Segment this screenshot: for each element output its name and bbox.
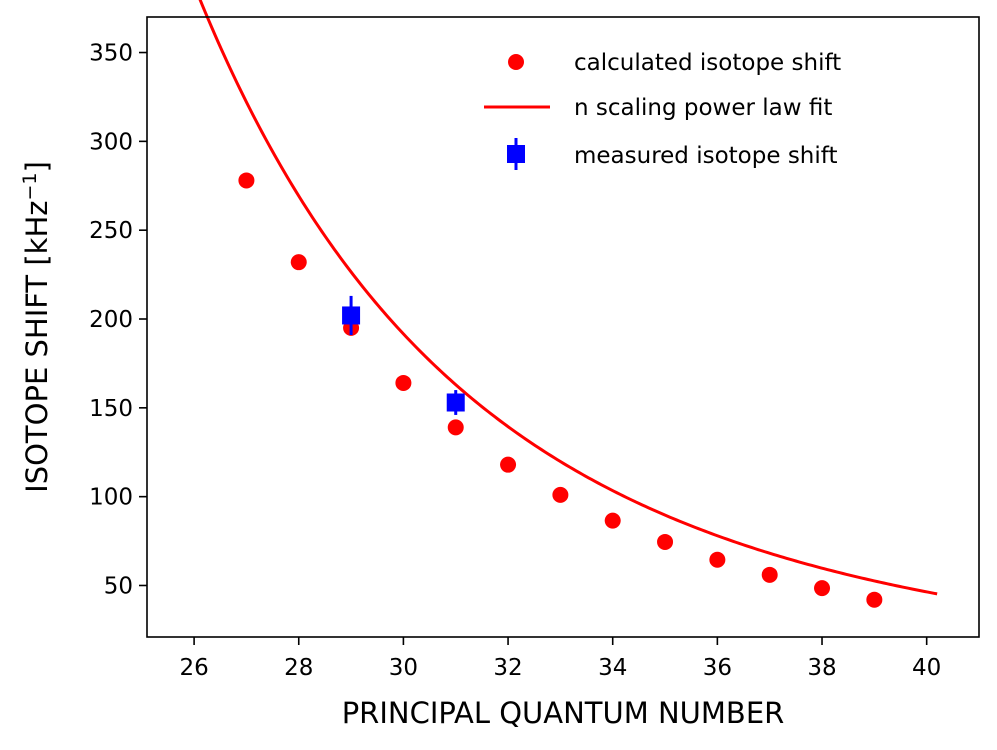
calculated-point [814, 580, 831, 597]
plot-area [147, 17, 979, 637]
errorbar-layer [342, 295, 465, 415]
x-axis-ticks: 26 28 30 32 34 36 38 40 [179, 637, 941, 681]
y-axis-title-main: ISOTOPE SHIFT [kHz [20, 200, 54, 492]
calculated-point [238, 172, 255, 189]
x-tick-label: 26 [179, 655, 208, 681]
fit-curve-layer [198, 0, 938, 596]
calculated-point [657, 533, 674, 550]
legend-marker-calculated [508, 54, 524, 70]
y-tick-label: 350 [89, 41, 133, 67]
calculated-point [709, 551, 726, 568]
y-tick-label: 50 [104, 573, 133, 599]
calculated-point [604, 512, 621, 529]
y-axis-ticks: 50 100 150 200 250 300 350 [89, 41, 147, 599]
y-tick-label: 200 [89, 307, 133, 333]
x-tick-label: 30 [389, 655, 418, 681]
y-tick-label: 150 [89, 396, 133, 422]
y-axis-title: ISOTOPE SHIFT [kHz−1] [19, 161, 54, 493]
y-tick-label: 100 [89, 485, 133, 511]
legend-label-fit: n scaling power law fit [574, 95, 832, 121]
legend: calculated isotope shift n scaling power… [484, 50, 841, 170]
legend-label-calculated: calculated isotope shift [574, 50, 841, 76]
calculated-point [290, 254, 307, 271]
x-tick-label: 38 [807, 655, 836, 681]
calculated-point [552, 486, 569, 503]
calculated-point [500, 456, 517, 473]
x-tick-label: 36 [703, 655, 732, 681]
y-axis-title-bracket: ] [20, 161, 54, 172]
calculated-point [395, 374, 412, 391]
fit-curve [198, 0, 938, 596]
measured-point [446, 393, 465, 412]
calculated-point [866, 591, 883, 608]
x-tick-label: 32 [493, 655, 522, 681]
calculated-point [761, 566, 778, 583]
x-tick-label: 34 [598, 655, 627, 681]
y-tick-label: 250 [89, 218, 133, 244]
x-tick-label: 28 [284, 655, 313, 681]
legend-marker-measured [507, 145, 525, 163]
y-axis-title-superscript: −1 [19, 172, 41, 200]
measured-point [342, 306, 361, 325]
legend-label-measured: measured isotope shift [574, 143, 837, 169]
plot-frame [146, 16, 980, 638]
x-tick-label: 40 [912, 655, 941, 681]
x-axis-title: PRINCIPAL QUANTUM NUMBER [342, 696, 785, 730]
y-tick-label: 300 [89, 129, 133, 155]
calculated-point [447, 419, 464, 436]
